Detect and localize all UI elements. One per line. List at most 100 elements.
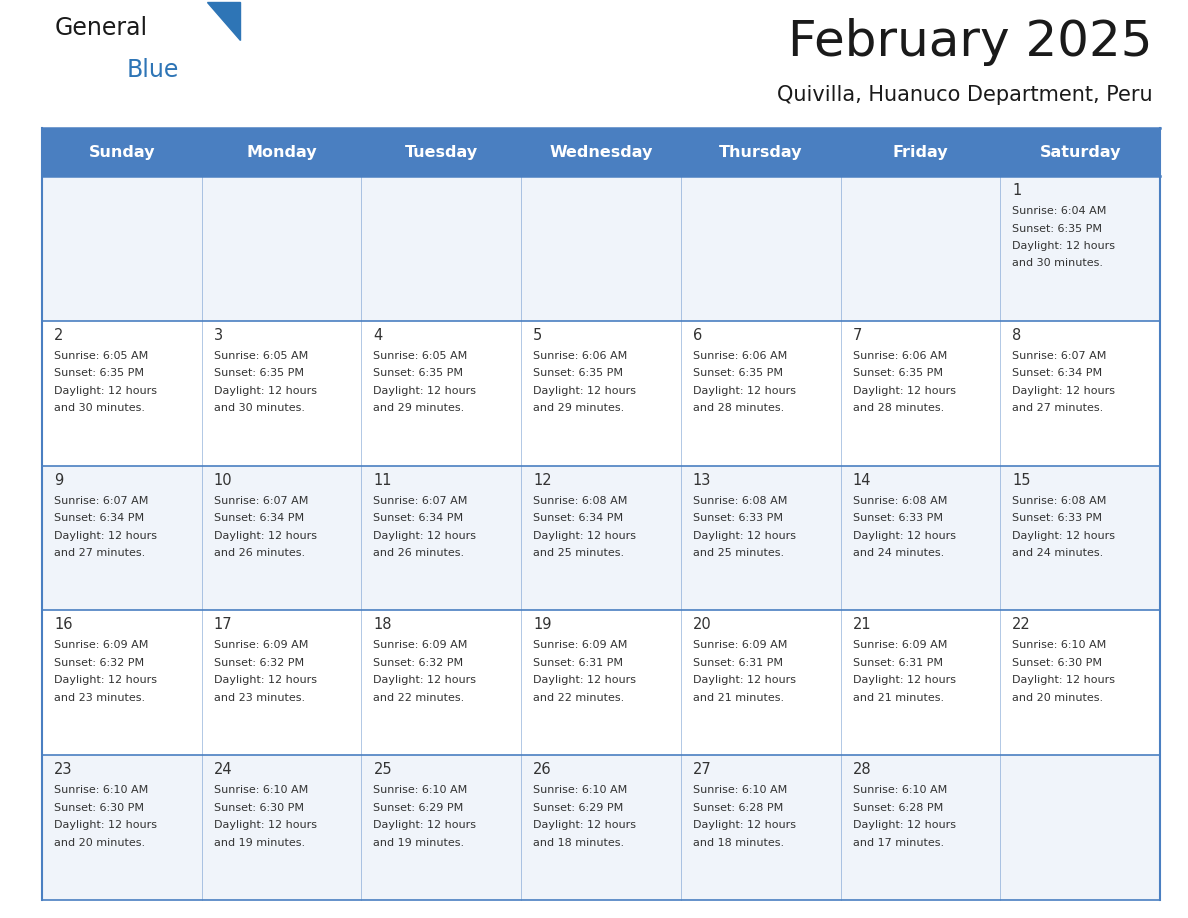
Text: Sunset: 6:31 PM: Sunset: 6:31 PM — [533, 658, 624, 668]
Bar — [841, 465, 1000, 610]
Text: Sunrise: 6:04 AM: Sunrise: 6:04 AM — [1012, 206, 1107, 216]
Text: Sunday: Sunday — [89, 144, 156, 160]
Text: 19: 19 — [533, 618, 551, 633]
Text: Monday: Monday — [246, 144, 317, 160]
Text: Sunset: 6:34 PM: Sunset: 6:34 PM — [533, 513, 624, 523]
Text: and 19 minutes.: and 19 minutes. — [373, 838, 465, 847]
Bar — [42, 465, 202, 610]
Text: Sunset: 6:28 PM: Sunset: 6:28 PM — [693, 802, 783, 812]
Text: Sunrise: 6:09 AM: Sunrise: 6:09 AM — [373, 641, 468, 650]
Text: Sunrise: 6:06 AM: Sunrise: 6:06 AM — [693, 351, 788, 361]
Text: Sunrise: 6:09 AM: Sunrise: 6:09 AM — [533, 641, 627, 650]
Bar — [1000, 610, 1159, 756]
Text: Sunrise: 6:10 AM: Sunrise: 6:10 AM — [693, 785, 788, 795]
Text: 17: 17 — [214, 618, 233, 633]
Text: Sunset: 6:31 PM: Sunset: 6:31 PM — [853, 658, 942, 668]
Text: Sunrise: 6:10 AM: Sunrise: 6:10 AM — [853, 785, 947, 795]
Text: Sunrise: 6:10 AM: Sunrise: 6:10 AM — [1012, 641, 1106, 650]
Text: and 21 minutes.: and 21 minutes. — [853, 693, 943, 703]
Text: Sunset: 6:33 PM: Sunset: 6:33 PM — [853, 513, 942, 523]
Text: and 20 minutes.: and 20 minutes. — [1012, 693, 1104, 703]
Bar — [42, 320, 202, 465]
Bar — [361, 756, 522, 900]
Text: 2: 2 — [53, 328, 63, 342]
Text: Sunset: 6:35 PM: Sunset: 6:35 PM — [53, 368, 144, 378]
Bar — [841, 610, 1000, 756]
Bar — [1000, 756, 1159, 900]
Text: Daylight: 12 hours: Daylight: 12 hours — [853, 386, 955, 396]
Text: Daylight: 12 hours: Daylight: 12 hours — [853, 820, 955, 830]
Text: and 26 minutes.: and 26 minutes. — [214, 548, 305, 558]
Text: and 25 minutes.: and 25 minutes. — [693, 548, 784, 558]
Text: Daylight: 12 hours: Daylight: 12 hours — [373, 820, 476, 830]
Text: Sunset: 6:31 PM: Sunset: 6:31 PM — [693, 658, 783, 668]
Text: 24: 24 — [214, 762, 233, 778]
Text: Sunset: 6:33 PM: Sunset: 6:33 PM — [1012, 513, 1102, 523]
Text: Sunset: 6:34 PM: Sunset: 6:34 PM — [1012, 368, 1102, 378]
Text: Sunset: 6:35 PM: Sunset: 6:35 PM — [533, 368, 624, 378]
Text: and 26 minutes.: and 26 minutes. — [373, 548, 465, 558]
Text: Daylight: 12 hours: Daylight: 12 hours — [853, 676, 955, 686]
Text: Daylight: 12 hours: Daylight: 12 hours — [373, 386, 476, 396]
Text: Daylight: 12 hours: Daylight: 12 hours — [373, 676, 476, 686]
Text: Sunset: 6:34 PM: Sunset: 6:34 PM — [53, 513, 144, 523]
Text: and 27 minutes.: and 27 minutes. — [53, 548, 145, 558]
Bar — [202, 320, 361, 465]
Text: and 30 minutes.: and 30 minutes. — [214, 403, 304, 413]
Bar — [522, 176, 681, 320]
Bar — [841, 176, 1000, 320]
Text: 3: 3 — [214, 328, 223, 342]
Bar — [42, 128, 1159, 176]
Text: Sunrise: 6:09 AM: Sunrise: 6:09 AM — [53, 641, 148, 650]
Bar — [681, 176, 841, 320]
Text: Sunset: 6:35 PM: Sunset: 6:35 PM — [214, 368, 304, 378]
Text: Daylight: 12 hours: Daylight: 12 hours — [214, 676, 317, 686]
Text: and 24 minutes.: and 24 minutes. — [853, 548, 943, 558]
Text: Sunset: 6:35 PM: Sunset: 6:35 PM — [853, 368, 942, 378]
Text: Sunset: 6:33 PM: Sunset: 6:33 PM — [693, 513, 783, 523]
Text: February 2025: February 2025 — [789, 18, 1154, 66]
Text: Sunset: 6:32 PM: Sunset: 6:32 PM — [373, 658, 463, 668]
Text: 1: 1 — [1012, 183, 1022, 198]
Text: Sunset: 6:35 PM: Sunset: 6:35 PM — [373, 368, 463, 378]
Text: Sunrise: 6:09 AM: Sunrise: 6:09 AM — [853, 641, 947, 650]
Text: Daylight: 12 hours: Daylight: 12 hours — [853, 531, 955, 541]
Text: Sunrise: 6:08 AM: Sunrise: 6:08 AM — [1012, 496, 1107, 506]
Text: 15: 15 — [1012, 473, 1031, 487]
Text: and 28 minutes.: and 28 minutes. — [693, 403, 784, 413]
Text: Sunrise: 6:07 AM: Sunrise: 6:07 AM — [53, 496, 148, 506]
Text: Sunrise: 6:07 AM: Sunrise: 6:07 AM — [373, 496, 468, 506]
Bar — [202, 610, 361, 756]
Text: Sunset: 6:32 PM: Sunset: 6:32 PM — [53, 658, 144, 668]
Bar — [681, 610, 841, 756]
Text: Saturday: Saturday — [1040, 144, 1121, 160]
Text: 8: 8 — [1012, 328, 1022, 342]
Bar — [202, 465, 361, 610]
Bar — [681, 465, 841, 610]
Text: Daylight: 12 hours: Daylight: 12 hours — [533, 676, 636, 686]
Text: Daylight: 12 hours: Daylight: 12 hours — [214, 386, 317, 396]
Text: Sunrise: 6:06 AM: Sunrise: 6:06 AM — [533, 351, 627, 361]
Text: Friday: Friday — [892, 144, 948, 160]
Text: 12: 12 — [533, 473, 551, 487]
Text: 16: 16 — [53, 618, 72, 633]
Bar — [681, 320, 841, 465]
Text: Daylight: 12 hours: Daylight: 12 hours — [1012, 241, 1116, 251]
Text: Daylight: 12 hours: Daylight: 12 hours — [1012, 676, 1116, 686]
Text: Tuesday: Tuesday — [405, 144, 478, 160]
Text: 13: 13 — [693, 473, 712, 487]
Text: Sunset: 6:29 PM: Sunset: 6:29 PM — [373, 802, 463, 812]
Text: and 23 minutes.: and 23 minutes. — [53, 693, 145, 703]
Text: Sunset: 6:35 PM: Sunset: 6:35 PM — [693, 368, 783, 378]
Text: Sunset: 6:30 PM: Sunset: 6:30 PM — [1012, 658, 1102, 668]
Text: 6: 6 — [693, 328, 702, 342]
Text: Sunset: 6:34 PM: Sunset: 6:34 PM — [214, 513, 304, 523]
Text: Daylight: 12 hours: Daylight: 12 hours — [693, 531, 796, 541]
Text: Sunrise: 6:07 AM: Sunrise: 6:07 AM — [214, 496, 308, 506]
Text: and 22 minutes.: and 22 minutes. — [373, 693, 465, 703]
Text: 20: 20 — [693, 618, 712, 633]
Text: and 25 minutes.: and 25 minutes. — [533, 548, 624, 558]
Text: 22: 22 — [1012, 618, 1031, 633]
Text: 18: 18 — [373, 618, 392, 633]
Bar — [1000, 465, 1159, 610]
